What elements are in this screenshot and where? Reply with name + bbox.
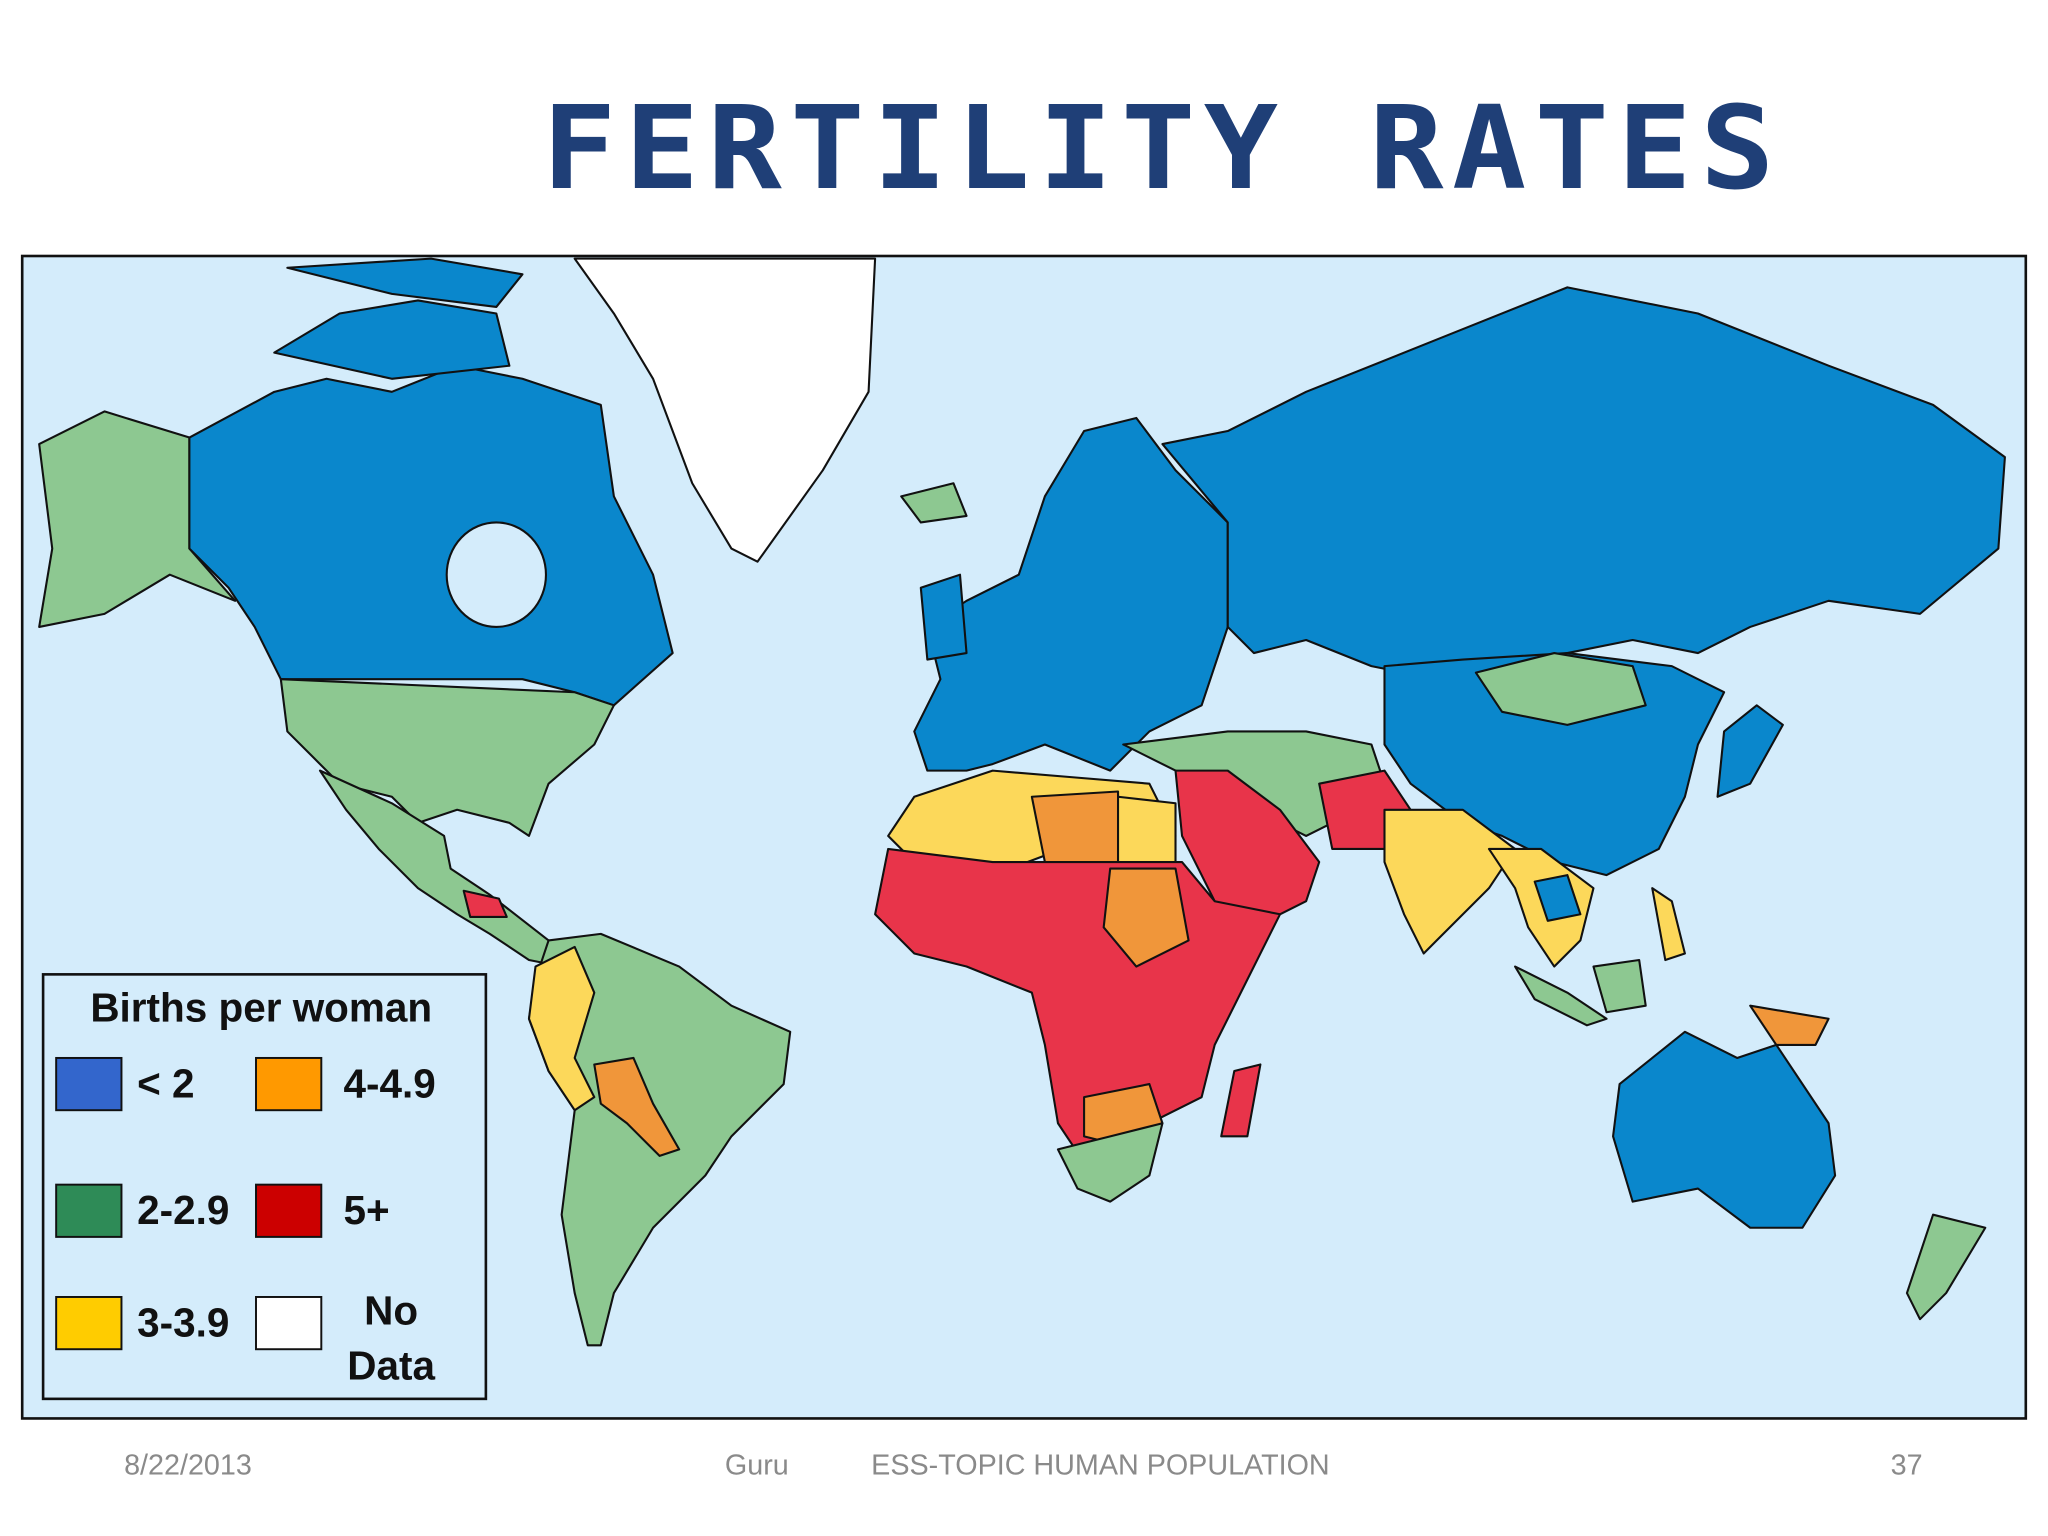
legend-swatch bbox=[55, 1296, 123, 1351]
footer-topic: ESS-TOPIC HUMAN POPULATION bbox=[871, 1449, 1330, 1481]
legend: Births per woman < 2 2-2.9 3-3.9 4-4.9 5+ No … bbox=[41, 973, 488, 1401]
legend-swatch bbox=[255, 1056, 323, 1112]
legend-swatch bbox=[55, 1056, 123, 1112]
legend-label: 2-2.9 bbox=[137, 1187, 229, 1233]
legend-label: 4-4.9 bbox=[344, 1060, 436, 1106]
footer-page: 37 bbox=[1891, 1449, 1923, 1481]
footer-author: Guru bbox=[725, 1449, 789, 1481]
legend-label: < 2 bbox=[137, 1060, 194, 1106]
legend-swatch bbox=[255, 1296, 323, 1351]
legend-label: 3-3.9 bbox=[137, 1299, 229, 1345]
legend-label: 5+ bbox=[344, 1187, 390, 1233]
legend-label-box: No Data bbox=[347, 1287, 436, 1389]
legend-label: No Data bbox=[347, 1287, 436, 1389]
slide-title: FERTILITY RATES bbox=[542, 82, 1783, 216]
legend-swatch bbox=[55, 1183, 123, 1238]
footer-date: 8/22/2013 bbox=[124, 1449, 252, 1481]
legend-swatch bbox=[255, 1183, 323, 1238]
legend-title: Births per woman bbox=[90, 985, 432, 1031]
